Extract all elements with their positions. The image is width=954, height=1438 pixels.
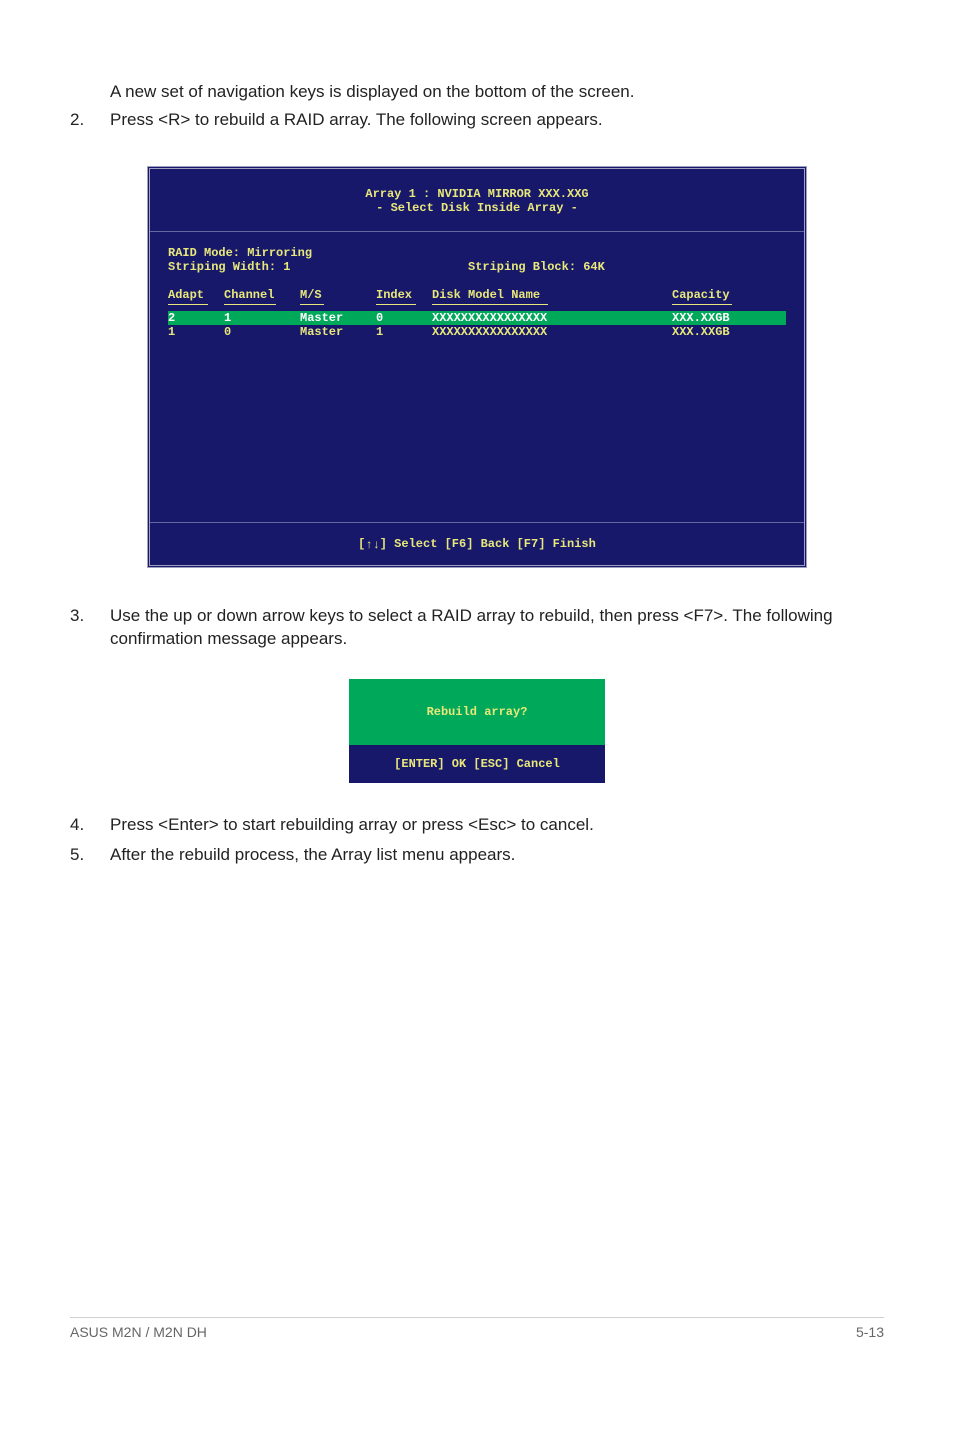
bios-table-header: Adapt Channel M/S Index Disk Model Name … <box>168 288 786 302</box>
cell-model: XXXXXXXXXXXXXXXX <box>432 325 672 339</box>
cell-capacity: XXX.XXGB <box>672 325 762 339</box>
cell-ms: Master <box>300 311 376 325</box>
step-text-3: Use the up or down arrow keys to select … <box>110 604 884 652</box>
bios-header-underline <box>168 304 786 305</box>
step-text-2: Press <R> to rebuild a RAID array. The f… <box>110 108 884 132</box>
bios-footer: [↑↓] Select [F6] Back [F7] Finish <box>150 523 804 565</box>
step-text-5: After the rebuild process, the Array lis… <box>110 843 884 867</box>
bios-col-model: Disk Model Name <box>432 288 672 302</box>
cell-ms: Master <box>300 325 376 339</box>
intro-text: A new set of navigation keys is displaye… <box>110 80 884 104</box>
bios-raid-mode: RAID Mode: Mirroring <box>168 246 786 260</box>
footer-page-number: 5-13 <box>856 1324 884 1340</box>
bios-col-adapt: Adapt <box>168 288 224 302</box>
bios-footer-text: ] Select [F6] Back [F7] Finish <box>380 537 596 551</box>
cell-index: 1 <box>376 325 432 339</box>
confirm-dialog: Rebuild array? [ENTER] OK [ESC] Cancel <box>349 679 605 783</box>
bios-block-label: Striping Block: <box>468 260 576 274</box>
cell-adapt: 2 <box>168 311 224 325</box>
dialog-actions: [ENTER] OK [ESC] Cancel <box>349 745 605 783</box>
bios-title-2: - Select Disk Inside Array - <box>158 201 796 215</box>
bios-footer-prefix: [ <box>358 537 365 551</box>
bios-col-capacity: Capacity <box>672 288 762 302</box>
bios-title-1: Array 1 : NVIDIA MIRROR XXX.XXG <box>158 187 796 201</box>
bios-table-row[interactable]: 21Master0XXXXXXXXXXXXXXXXXXX.XXGB <box>168 311 786 325</box>
arrow-up-down-icon: ↑↓ <box>365 538 379 552</box>
footer-product: ASUS M2N / M2N DH <box>70 1324 207 1340</box>
cell-index: 0 <box>376 311 432 325</box>
bios-width-label: Striping Width: <box>168 260 276 274</box>
bios-mode-value: Mirroring <box>247 246 312 260</box>
bios-width-value: 1 <box>283 260 290 274</box>
bios-col-channel: Channel <box>224 288 300 302</box>
bios-striping-block: Striping Block: 64K <box>468 260 605 274</box>
cell-model: XXXXXXXXXXXXXXXX <box>432 311 672 325</box>
bios-header: Array 1 : NVIDIA MIRROR XXX.XXG - Select… <box>150 169 804 231</box>
bios-screen: Array 1 : NVIDIA MIRROR XXX.XXG - Select… <box>147 166 807 568</box>
bios-table-row[interactable]: 10Master1XXXXXXXXXXXXXXXXXXX.XXGB <box>168 325 786 339</box>
bios-col-ms: M/S <box>300 288 376 302</box>
bios-striping-width: Striping Width: 1 <box>168 260 468 274</box>
dialog-question: Rebuild array? <box>349 679 605 745</box>
step-number-4: 4. <box>70 813 110 837</box>
bios-block-value: 64K <box>583 260 605 274</box>
step-number-5: 5. <box>70 843 110 867</box>
step-number-3: 3. <box>70 604 110 652</box>
cell-capacity: XXX.XXGB <box>672 311 762 325</box>
bios-col-index: Index <box>376 288 432 302</box>
bios-table-body: 21Master0XXXXXXXXXXXXXXXXXXX.XXGB10Maste… <box>168 311 786 339</box>
page-footer: ASUS M2N / M2N DH 5-13 <box>70 1317 884 1340</box>
bios-mode-label: RAID Mode: <box>168 246 240 260</box>
cell-channel: 0 <box>224 325 300 339</box>
cell-channel: 1 <box>224 311 300 325</box>
step-number-2: 2. <box>70 108 110 132</box>
step-text-4: Press <Enter> to start rebuilding array … <box>110 813 884 837</box>
cell-adapt: 1 <box>168 325 224 339</box>
